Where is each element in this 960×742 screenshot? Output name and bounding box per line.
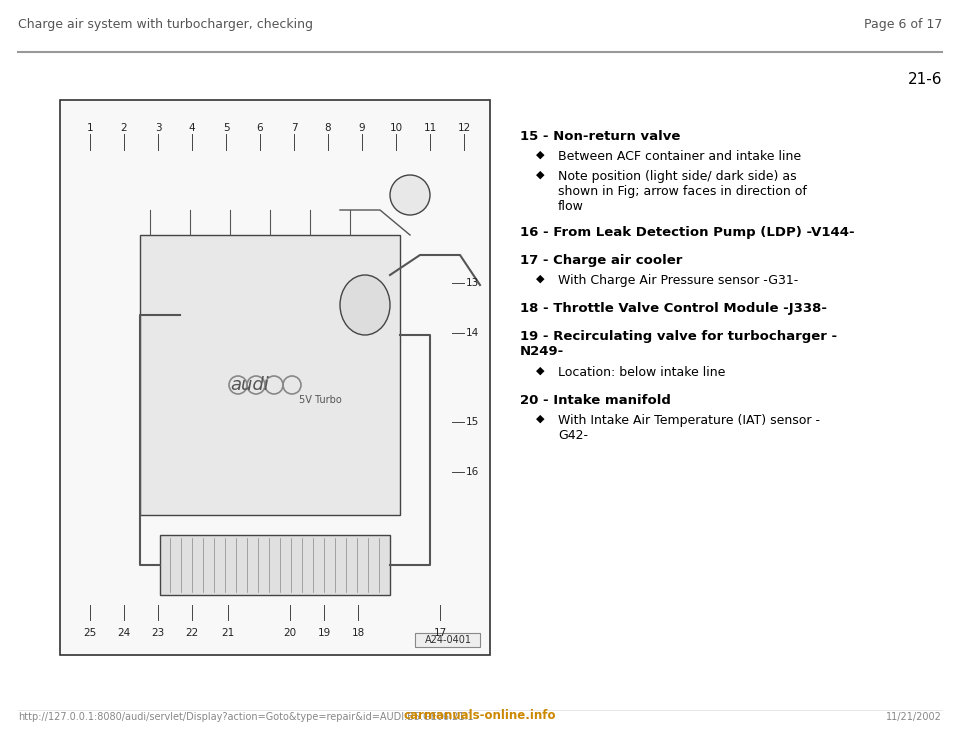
Text: 20: 20 <box>283 628 297 638</box>
Text: 23: 23 <box>152 628 164 638</box>
Circle shape <box>390 175 430 215</box>
Text: 14: 14 <box>466 328 479 338</box>
Text: 21: 21 <box>222 628 234 638</box>
Text: 20 - Intake manifold: 20 - Intake manifold <box>520 394 671 407</box>
Text: 18 - Throttle Valve Control Module -J338-: 18 - Throttle Valve Control Module -J338… <box>520 302 827 315</box>
Text: 11: 11 <box>423 123 437 133</box>
Text: 16 - From Leak Detection Pump (LDP) -V144-: 16 - From Leak Detection Pump (LDP) -V14… <box>520 226 854 239</box>
Text: 22: 22 <box>185 628 199 638</box>
Text: 15: 15 <box>466 417 479 427</box>
Text: 25: 25 <box>84 628 97 638</box>
Text: 19: 19 <box>318 628 330 638</box>
Text: carmanuals­online.info: carmanuals­online.info <box>404 709 556 722</box>
Text: 21-6: 21-6 <box>907 72 942 87</box>
Text: With Charge Air Pressure sensor -G31-: With Charge Air Pressure sensor -G31- <box>558 274 799 287</box>
Text: Page 6 of 17: Page 6 of 17 <box>864 18 942 31</box>
Text: 17: 17 <box>433 628 446 638</box>
Text: 10: 10 <box>390 123 402 133</box>
Text: 9: 9 <box>359 123 366 133</box>
Text: http://127.0.0.1:8080/audi/servlet/Display?action=Goto&type=repair&id=AUDI.B5.GE: http://127.0.0.1:8080/audi/servlet/Displ… <box>18 712 473 722</box>
Text: 7: 7 <box>291 123 298 133</box>
Text: A24-0401: A24-0401 <box>424 635 471 645</box>
Text: ◆: ◆ <box>536 274 544 284</box>
Ellipse shape <box>340 275 390 335</box>
Bar <box>60 100 490 655</box>
Text: 15 - Non-return valve: 15 - Non-return valve <box>520 130 681 143</box>
Text: 16: 16 <box>466 467 479 477</box>
Text: With Intake Air Temperature (IAT) sensor -
G42-: With Intake Air Temperature (IAT) sensor… <box>558 414 820 442</box>
Text: 8: 8 <box>324 123 331 133</box>
Text: ◆: ◆ <box>536 414 544 424</box>
Text: 18: 18 <box>351 628 365 638</box>
Text: 12: 12 <box>457 123 470 133</box>
Text: Note position (light side/ dark side) as
shown in Fig; arrow faces in direction : Note position (light side/ dark side) as… <box>558 170 806 213</box>
Text: 2: 2 <box>121 123 128 133</box>
Text: 3: 3 <box>155 123 161 133</box>
Text: ◆: ◆ <box>536 366 544 376</box>
Bar <box>160 535 390 595</box>
Text: 4: 4 <box>189 123 195 133</box>
Text: Between ACF container and intake line: Between ACF container and intake line <box>558 150 802 163</box>
Text: 5V Turbo: 5V Turbo <box>299 395 342 405</box>
Text: ◆: ◆ <box>536 150 544 160</box>
Text: Location: below intake line: Location: below intake line <box>558 366 726 379</box>
Text: 1: 1 <box>86 123 93 133</box>
Text: audi: audi <box>230 376 270 394</box>
Text: 13: 13 <box>466 278 479 288</box>
Bar <box>140 235 400 515</box>
Text: 11/21/2002: 11/21/2002 <box>886 712 942 722</box>
Bar <box>415 633 480 647</box>
Text: 5: 5 <box>223 123 229 133</box>
Text: ◆: ◆ <box>536 170 544 180</box>
Text: 24: 24 <box>117 628 131 638</box>
Text: 17 - Charge air cooler: 17 - Charge air cooler <box>520 254 683 267</box>
Text: 6: 6 <box>256 123 263 133</box>
Text: 19 - Recirculating valve for turbocharger -
N249-: 19 - Recirculating valve for turbocharge… <box>520 330 837 358</box>
Text: Charge air system with turbocharger, checking: Charge air system with turbocharger, che… <box>18 18 313 31</box>
